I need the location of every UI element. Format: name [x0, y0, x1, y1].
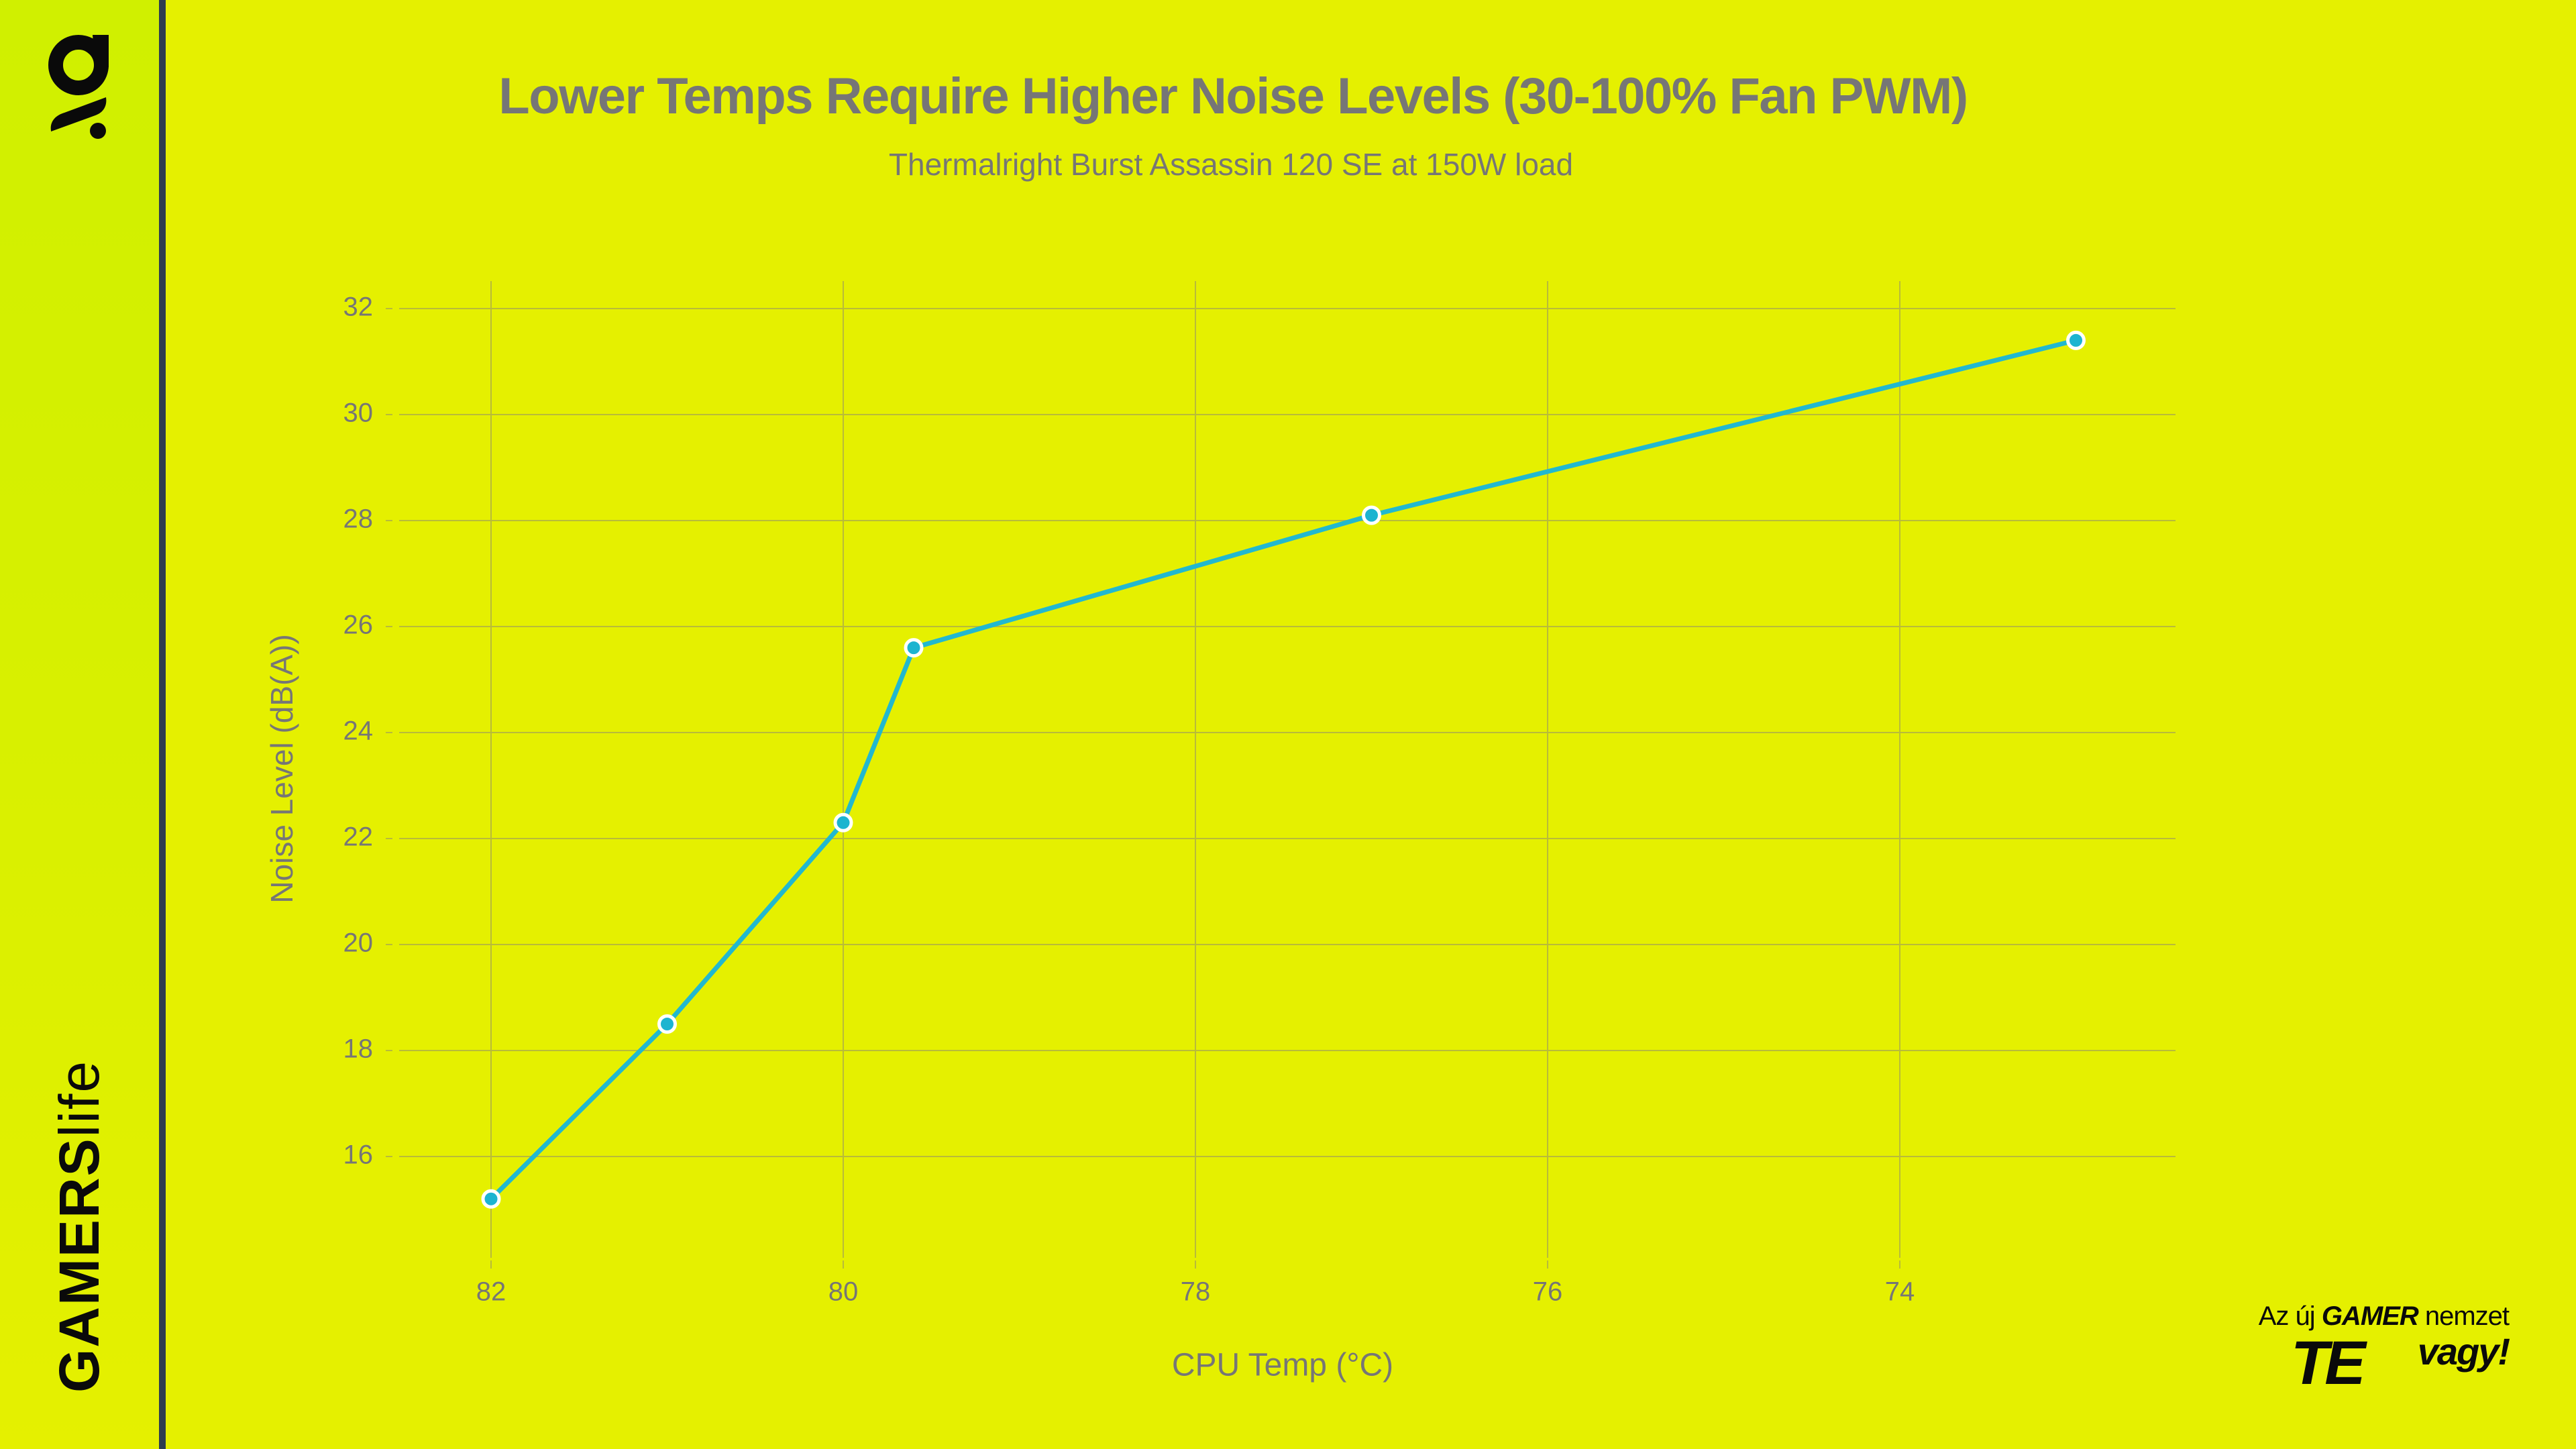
y-tick-label: 30: [343, 398, 374, 428]
slogan-suffix: nemzet: [2424, 1301, 2510, 1331]
series-line: [489, 338, 2077, 1201]
data-point-marker: [904, 638, 924, 658]
sidebar: GAMERSlife: [0, 0, 159, 1449]
slogan-te: TE: [2291, 1329, 2366, 1397]
chart-title: Lower Temps Require Higher Noise Levels …: [498, 68, 1968, 125]
axis-ticks: 16 18 20 22 24 26 28 30 32 82 80 78 76 74: [343, 292, 1915, 1307]
slogan-gamer: GAMER: [2321, 1301, 2419, 1331]
y-tick-label: 20: [343, 928, 374, 958]
y-tick-label: 26: [343, 610, 374, 640]
x-tick-label: 76: [1533, 1277, 1563, 1307]
data-point-marker: [833, 812, 853, 833]
y-tick-label: 32: [343, 292, 374, 322]
grid-lines: [399, 281, 2176, 1258]
y-axis-title: Noise Level (dB(A)): [264, 634, 299, 903]
gamerslife-logo-icon: [48, 35, 109, 139]
x-tick-label: 82: [476, 1277, 506, 1307]
data-point-marker: [1362, 505, 1381, 525]
y-tick-label: 22: [343, 822, 374, 852]
slogan-prefix: Az új: [2258, 1301, 2316, 1331]
chart-subtitle: Thermalright Burst Assassin 120 SE at 15…: [888, 147, 1574, 182]
slogan-vagy: vagy!: [2417, 1330, 2510, 1373]
data-point-marker: [481, 1189, 501, 1209]
x-tick-label: 80: [828, 1277, 859, 1307]
sidebar-divider: [159, 0, 166, 1449]
data-point-marker: [2066, 330, 2086, 350]
data-point-marker: [657, 1014, 677, 1034]
x-axis-title: CPU Temp (°C): [1172, 1348, 1393, 1383]
slogan-line1: Az új GAMER nemzet: [2258, 1301, 2510, 1332]
slogan: Az új GAMER nemzet TE vagy!: [2227, 1301, 2510, 1397]
x-tick-label: 78: [1181, 1277, 1211, 1307]
data-markers: [481, 330, 2086, 1209]
y-tick-label: 18: [343, 1034, 374, 1064]
x-tick-label: 74: [1885, 1277, 1915, 1307]
y-tick-label: 28: [343, 504, 374, 534]
y-tick-label: 24: [343, 716, 374, 746]
y-tick-label: 16: [343, 1140, 374, 1170]
